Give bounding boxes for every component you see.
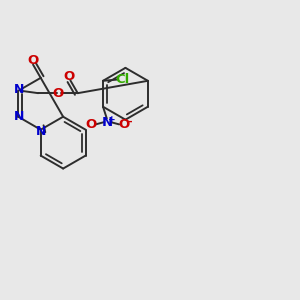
Text: N: N bbox=[35, 125, 46, 138]
Text: +: + bbox=[108, 115, 115, 124]
Text: O: O bbox=[53, 87, 64, 100]
Text: O: O bbox=[118, 118, 130, 131]
Text: N: N bbox=[102, 116, 113, 128]
Text: Cl: Cl bbox=[115, 73, 129, 85]
Text: O: O bbox=[85, 118, 97, 131]
Text: O: O bbox=[64, 70, 75, 83]
Text: N: N bbox=[14, 83, 25, 96]
Text: N: N bbox=[14, 110, 25, 123]
Text: -: - bbox=[127, 116, 131, 126]
Text: O: O bbox=[27, 54, 39, 67]
